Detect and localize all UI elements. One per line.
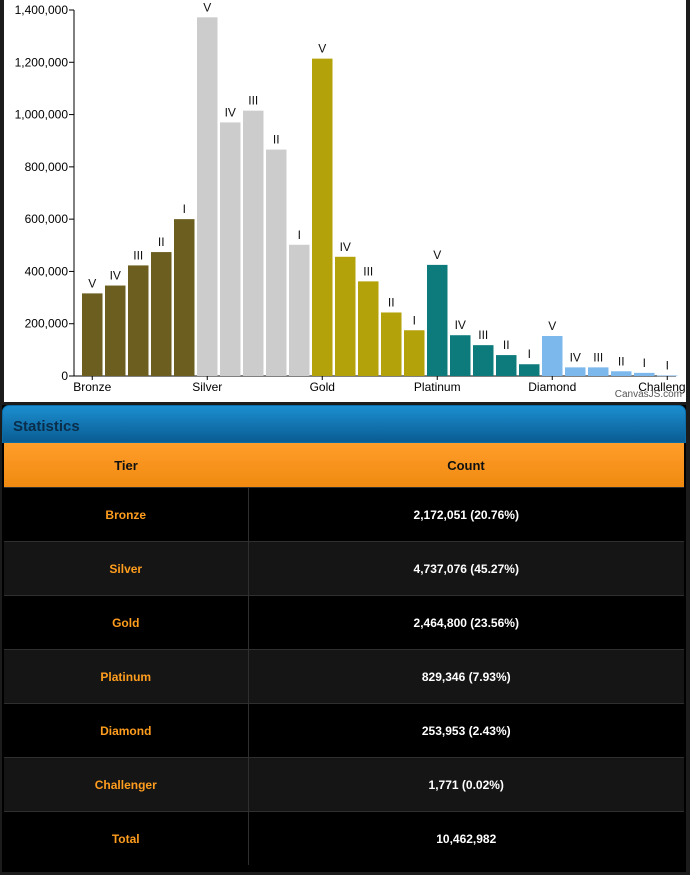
- bar-label: V: [88, 276, 96, 290]
- y-tick-label: 1,000,000: [15, 108, 69, 122]
- bar: [358, 281, 379, 376]
- table-row: Diamond 253,953 (2.43%): [4, 703, 684, 758]
- bar: [128, 265, 149, 376]
- statistics-header: Statistics: [2, 405, 686, 443]
- bar: [312, 58, 333, 377]
- y-tick-label: 1,200,000: [15, 55, 69, 69]
- bar: [588, 367, 609, 376]
- bar: [381, 312, 402, 376]
- bar: [427, 264, 448, 376]
- bar: [496, 355, 517, 376]
- count-cell: 253,953 (2.43%): [248, 703, 684, 758]
- bar-label: II: [618, 354, 625, 368]
- bar-label: I: [183, 202, 186, 216]
- table-header-row: Tier Count: [4, 443, 684, 488]
- chart-canvas: 0 200,000 400,000 600,000 800,000 1,000,000 1,…: [15, 0, 686, 400]
- bar-label: I: [413, 313, 416, 327]
- tier-cell: Silver: [4, 541, 249, 596]
- tier-cell: Bronze: [4, 487, 249, 542]
- tier-cell: Diamond: [4, 703, 249, 758]
- bar: [404, 330, 425, 376]
- chart-credit-text: CanvasJS.com: [615, 389, 682, 400]
- count-cell: 2,464,800 (23.56%): [248, 595, 684, 650]
- bar-label: III: [593, 350, 603, 364]
- table-row: Challenger 1,771 (0.02%): [4, 757, 684, 812]
- count-cell: 1,771 (0.02%): [248, 757, 684, 812]
- column-header-tier: Tier: [4, 443, 248, 488]
- y-tick-label: 200,000: [25, 317, 69, 331]
- bar-label: I: [643, 356, 646, 370]
- tier-cell: Challenger: [4, 757, 249, 812]
- y-tick-label: 400,000: [25, 264, 69, 278]
- bar: [611, 371, 632, 376]
- bar-label: III: [248, 94, 258, 108]
- x-tick-label: Silver: [192, 380, 222, 394]
- count-cell: 4,737,076 (45.27%): [248, 541, 684, 596]
- bar: [519, 364, 540, 376]
- y-tick-label: 600,000: [25, 212, 69, 226]
- bar: [151, 252, 172, 376]
- count-cell: 829,346 (7.93%): [248, 649, 684, 704]
- statistics-title: Statistics: [13, 418, 80, 435]
- bar: [634, 372, 655, 376]
- bar-label: III: [478, 328, 488, 342]
- tier-cell: Platinum: [4, 649, 249, 704]
- bar: [197, 17, 218, 376]
- y-tick-label: 0: [61, 369, 68, 383]
- bar: [473, 345, 494, 376]
- table-row: Silver 4,737,076 (45.27%): [4, 541, 684, 596]
- bar: [82, 293, 103, 376]
- table-row-total: Total 10,462,982: [4, 811, 684, 865]
- tier-cell: Gold: [4, 595, 249, 650]
- bar-label: II: [158, 235, 165, 249]
- y-tick-label: 800,000: [25, 160, 69, 174]
- bar-label: II: [273, 133, 280, 147]
- bar-label: II: [503, 338, 510, 352]
- x-tick-label: Gold: [310, 380, 335, 394]
- bar: [220, 122, 241, 377]
- table-row: Platinum 829,346 (7.93%): [4, 649, 684, 704]
- bar: [174, 219, 195, 376]
- count-cell: 10,462,982: [248, 811, 684, 865]
- x-tick-label: Bronze: [73, 380, 111, 394]
- bar-label: IV: [455, 318, 466, 332]
- y-tick-label: 1,400,000: [15, 3, 69, 17]
- statistics-panel: Statistics Tier Count Bronze 2,172,051 (…: [2, 405, 686, 872]
- tier-distribution-chart: 0 200,000 400,000 600,000 800,000 1,000,000 1,…: [4, 0, 686, 402]
- x-tick-label: Platinum: [414, 380, 461, 394]
- bar: [542, 336, 563, 376]
- table-row: Gold 2,464,800 (23.56%): [4, 595, 684, 650]
- bar: [289, 244, 310, 376]
- statistics-table: Tier Count Bronze 2,172,051 (20.76%) Sil…: [4, 443, 684, 865]
- bar: [243, 110, 264, 377]
- bar-label: IV: [110, 269, 121, 283]
- bar-label: II: [388, 295, 395, 309]
- bar: [657, 375, 678, 377]
- bar-label: V: [433, 248, 441, 262]
- column-header-count: Count: [248, 443, 684, 488]
- bar-label: V: [318, 42, 326, 56]
- bar-label: I: [666, 359, 669, 373]
- count-cell: 2,172,051 (20.76%): [248, 487, 684, 542]
- bar-label: III: [363, 264, 373, 278]
- bar: [105, 285, 126, 376]
- bar-label: I: [298, 228, 301, 242]
- bar-label: V: [548, 319, 556, 333]
- bar-label: V: [203, 0, 211, 14]
- bar: [565, 367, 586, 376]
- bar-label: IV: [340, 240, 351, 254]
- tier-cell: Total: [4, 811, 249, 865]
- x-tick-label: Challenger: [638, 380, 686, 394]
- bar-label: IV: [225, 105, 236, 119]
- bar-label: I: [528, 347, 531, 361]
- bar-label: IV: [570, 350, 581, 364]
- table-row: Bronze 2,172,051 (20.76%): [4, 487, 684, 542]
- x-tick-label: Diamond: [528, 380, 576, 394]
- bar: [450, 335, 471, 376]
- bar: [266, 149, 287, 376]
- bar: [335, 256, 356, 376]
- bar-label: III: [133, 248, 143, 262]
